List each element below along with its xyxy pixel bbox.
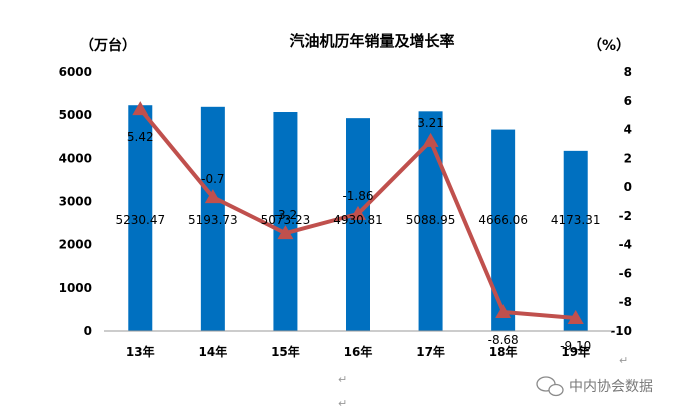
y-right-tick-label: 2 [624,151,632,165]
bar-data-label: 4666.06 [478,213,528,227]
y-left-tick-label: 2000 [59,238,92,252]
x-axis-ticks: 13年 14年 15年 16年 17年 18年 19年 [126,344,590,359]
chart-title: 汽油机历年销量及增长率 [289,32,454,50]
y-right-axis-label: （%） [588,38,630,54]
y-left-tick-label: 1000 [59,281,92,295]
x-tick-label: 16年 [344,344,373,359]
y-right-tick-label: -4 [619,238,632,252]
bar-data-label: 5073.23 [261,213,311,227]
line-data-label: 5.42 [127,130,154,144]
line-data-label: -9.10 [560,339,591,353]
paragraph-mark: ↵ [338,373,347,386]
watermark-text: 中内协会数据 [569,379,653,395]
bar-data-labels: 5230.47 5193.73 5073.23 4930.81 5088.95 4666.… [115,213,600,227]
line-point [277,225,294,240]
y-left-tick-label: 4000 [59,151,92,165]
x-tick-label: 17年 [416,344,445,359]
bar [128,105,153,331]
bar [200,106,225,331]
y-right-tick-label: 4 [624,123,632,137]
line-point [495,304,512,319]
y-left-tick-label: 0 [84,324,92,338]
bar-data-label: 4173.31 [551,213,601,227]
y-left-axis-label: （万台） [80,37,136,54]
line-point [567,310,584,325]
line-point [422,132,439,147]
y-left-tick-label: 5000 [59,108,92,122]
line-point [204,189,221,204]
x-tick-label: 19年 [561,344,590,359]
y-left-tick-label: 3000 [59,195,92,209]
line-data-label: -3.2 [274,208,297,222]
y-right-tick-label: 8 [624,65,632,79]
paragraph-mark: ↵ [619,354,628,367]
line-data-label: -8.68 [488,333,519,347]
line-point [132,101,149,116]
x-tick-label: 18年 [489,344,518,359]
y-right-tick-label: 0 [624,180,632,194]
line-data-label: -1.86 [342,189,373,203]
y-right-tick-label: -8 [619,295,632,309]
y-right-ticks: -10 -8 -6 -4 -2 0 2 4 6 8 [610,65,632,338]
y-right-tick-label: -10 [610,324,632,338]
line-series [132,101,584,325]
y-right-tick-label: -2 [619,209,632,223]
line-data-labels: 5.42 -0.7 -3.2 -1.86 3.21 -8.68 -9.10 [127,116,591,353]
line-data-label: 3.21 [417,116,444,130]
y-right-tick-label: -6 [619,266,632,280]
x-tick-label: 13年 [126,344,155,359]
paragraph-mark: ↵ [338,397,347,410]
y-left-ticks: 0 1000 2000 3000 4000 5000 6000 [59,65,92,338]
line-data-label: -0.7 [201,172,224,186]
bar [346,118,370,331]
y-left-tick-label: 6000 [59,65,92,79]
wechat-icon [536,376,564,397]
bar-data-label: 5088.95 [406,213,456,227]
bar-data-label: 5193.73 [188,213,238,227]
bar [491,129,516,331]
y-right-tick-label: 6 [624,94,632,108]
bar-series [128,105,588,331]
line-point [350,205,366,220]
x-tick-label: 15年 [271,344,300,359]
bar [273,112,298,331]
bar [563,150,588,331]
bar-data-label: 5230.47 [115,213,165,227]
bar-data-label: 4930.81 [333,213,383,227]
x-tick-label: 14年 [199,344,228,359]
